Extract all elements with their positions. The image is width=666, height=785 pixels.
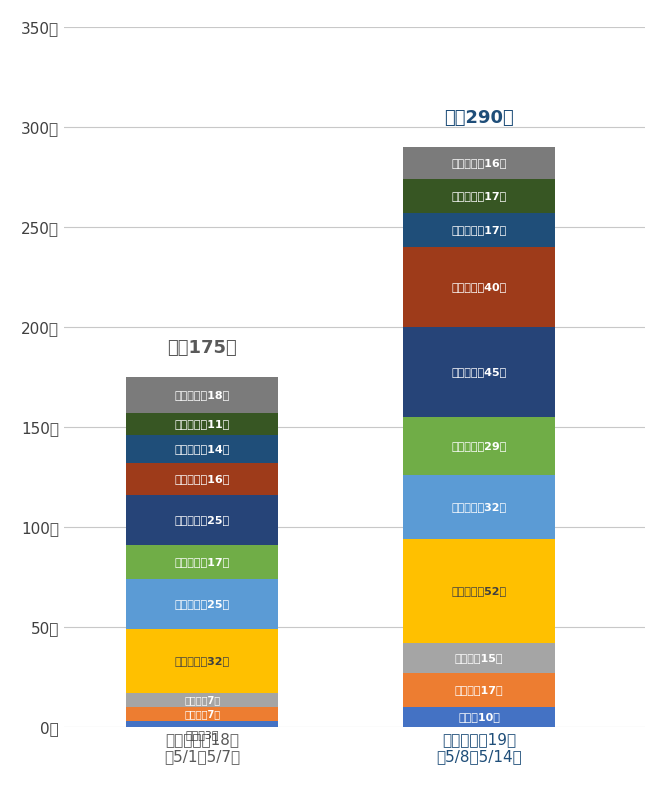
Bar <box>126 579 278 629</box>
Bar <box>126 463 278 495</box>
Bar <box>403 539 555 643</box>
Text: ８０歳～，18人: ８０歳～，18人 <box>174 390 230 400</box>
Text: １歳～，17人: １歳～，17人 <box>455 685 503 695</box>
Bar <box>126 545 278 579</box>
Bar <box>403 213 555 246</box>
Text: ７０歳～，17人: ７０歳～，17人 <box>452 191 507 201</box>
Text: ５歳～，7人: ５歳～，7人 <box>184 695 220 705</box>
Bar <box>403 643 555 673</box>
Text: ５０歳～，16人: ５０歳～，16人 <box>174 474 230 484</box>
Text: ５０歳～，40人: ５０歳～，40人 <box>452 282 507 292</box>
Bar <box>403 707 555 727</box>
Text: ４０歳～，45人: ４０歳～，45人 <box>452 367 507 377</box>
Bar <box>126 435 278 463</box>
Text: １０歳～，32人: １０歳～，32人 <box>174 656 230 666</box>
Text: ０歳，3人: ０歳，3人 <box>186 730 219 740</box>
Bar <box>403 475 555 539</box>
Bar <box>403 179 555 213</box>
Text: 計　290人: 計 290人 <box>444 109 514 127</box>
Bar <box>403 147 555 179</box>
Text: ２０歳～，25人: ２０歳～，25人 <box>174 599 230 609</box>
Bar <box>403 417 555 475</box>
Text: １０歳～，52人: １０歳～，52人 <box>452 586 507 596</box>
Text: ６０歳～，14人: ６０歳～，14人 <box>174 444 230 454</box>
Bar <box>126 377 278 413</box>
Text: ０歳，10人: ０歳，10人 <box>458 712 500 722</box>
Bar <box>126 629 278 693</box>
Text: ６０歳～，17人: ６０歳～，17人 <box>452 225 507 235</box>
Text: ８０歳～，16人: ８０歳～，16人 <box>452 158 507 168</box>
Text: １歳～，7人: １歳～，7人 <box>184 709 220 719</box>
Bar <box>403 246 555 327</box>
Bar <box>126 721 278 727</box>
Text: 計　175人: 計 175人 <box>167 339 237 357</box>
Text: ７０歳～，11人: ７０歳～，11人 <box>174 419 230 429</box>
Bar <box>403 327 555 417</box>
Text: ３０歳～，29人: ３０歳～，29人 <box>452 441 507 451</box>
Bar <box>126 693 278 707</box>
Bar <box>126 495 278 545</box>
Text: ４０歳～，25人: ４０歳～，25人 <box>174 515 230 525</box>
Bar <box>126 413 278 435</box>
Text: ５歳～，15人: ５歳～，15人 <box>455 653 503 663</box>
Bar <box>126 707 278 721</box>
Text: ２０歳～，32人: ２０歳～，32人 <box>452 502 507 512</box>
Text: ３０歳～，17人: ３０歳～，17人 <box>174 557 230 567</box>
Bar <box>403 673 555 707</box>
